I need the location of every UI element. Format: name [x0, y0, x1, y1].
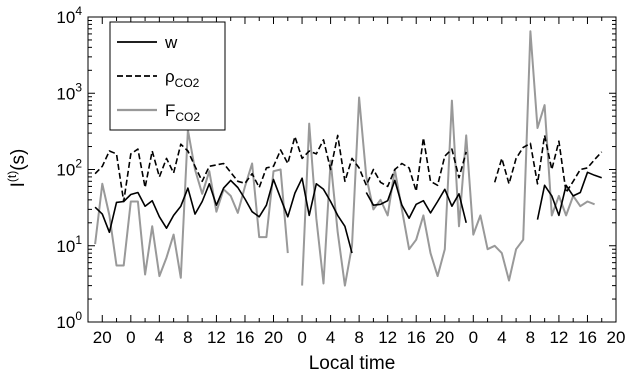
x-tick-label: 20 [93, 328, 112, 347]
x-tick-label: 0 [126, 328, 135, 347]
series-line [94, 177, 353, 254]
series-1 [94, 134, 603, 203]
y-tick-label: 102 [56, 157, 82, 180]
x-tick-label: 16 [236, 328, 255, 347]
x-tick-label: 4 [326, 328, 335, 347]
y-axis: 100 101 102 103 104 [56, 4, 616, 332]
series-line [94, 129, 289, 279]
x-axis-label: Local time [309, 353, 396, 374]
y-tick-label: 104 [56, 4, 82, 27]
legend-label: w [164, 33, 178, 52]
x-tick-label: 12 [207, 328, 226, 347]
x-tick-label: 20 [607, 328, 626, 347]
x-tick-label: 8 [183, 328, 192, 347]
series-layer [94, 30, 603, 287]
series-line [94, 134, 467, 203]
x-tick-label: 4 [155, 328, 164, 347]
y-tick-label: 103 [56, 80, 82, 103]
y-tick-label: 100 [56, 309, 82, 332]
x-axis: 20 0 4 8 12 16 20 0 4 8 12 16 20 0 4 8 12 16 20 [87, 17, 626, 347]
series-0 [94, 171, 602, 254]
series-line [365, 179, 467, 223]
x-tick-label: 0 [297, 328, 306, 347]
x-tick-label: 0 [469, 328, 478, 347]
x-tick-label: 20 [435, 328, 454, 347]
x-tick-label: 16 [578, 328, 597, 347]
x-tick-label: 20 [264, 328, 283, 347]
series-line [536, 171, 602, 220]
y-tick-label: 101 [56, 233, 82, 256]
x-tick-label: 12 [378, 328, 397, 347]
legend-label: ρCO2 [165, 67, 200, 90]
legend: w ρCO2 FCO2 [109, 21, 226, 131]
x-tick-label: 8 [526, 328, 535, 347]
series-line [493, 134, 603, 194]
x-tick-label: 12 [549, 328, 568, 347]
x-tick-label: 8 [354, 328, 363, 347]
series-line [301, 30, 595, 287]
legend-label: FCO2 [165, 101, 200, 124]
x-tick-label: 16 [407, 328, 426, 347]
x-tick-label: 4 [497, 328, 506, 347]
y-axis-label: I(t)(s) [5, 149, 29, 188]
series-2 [94, 30, 595, 287]
